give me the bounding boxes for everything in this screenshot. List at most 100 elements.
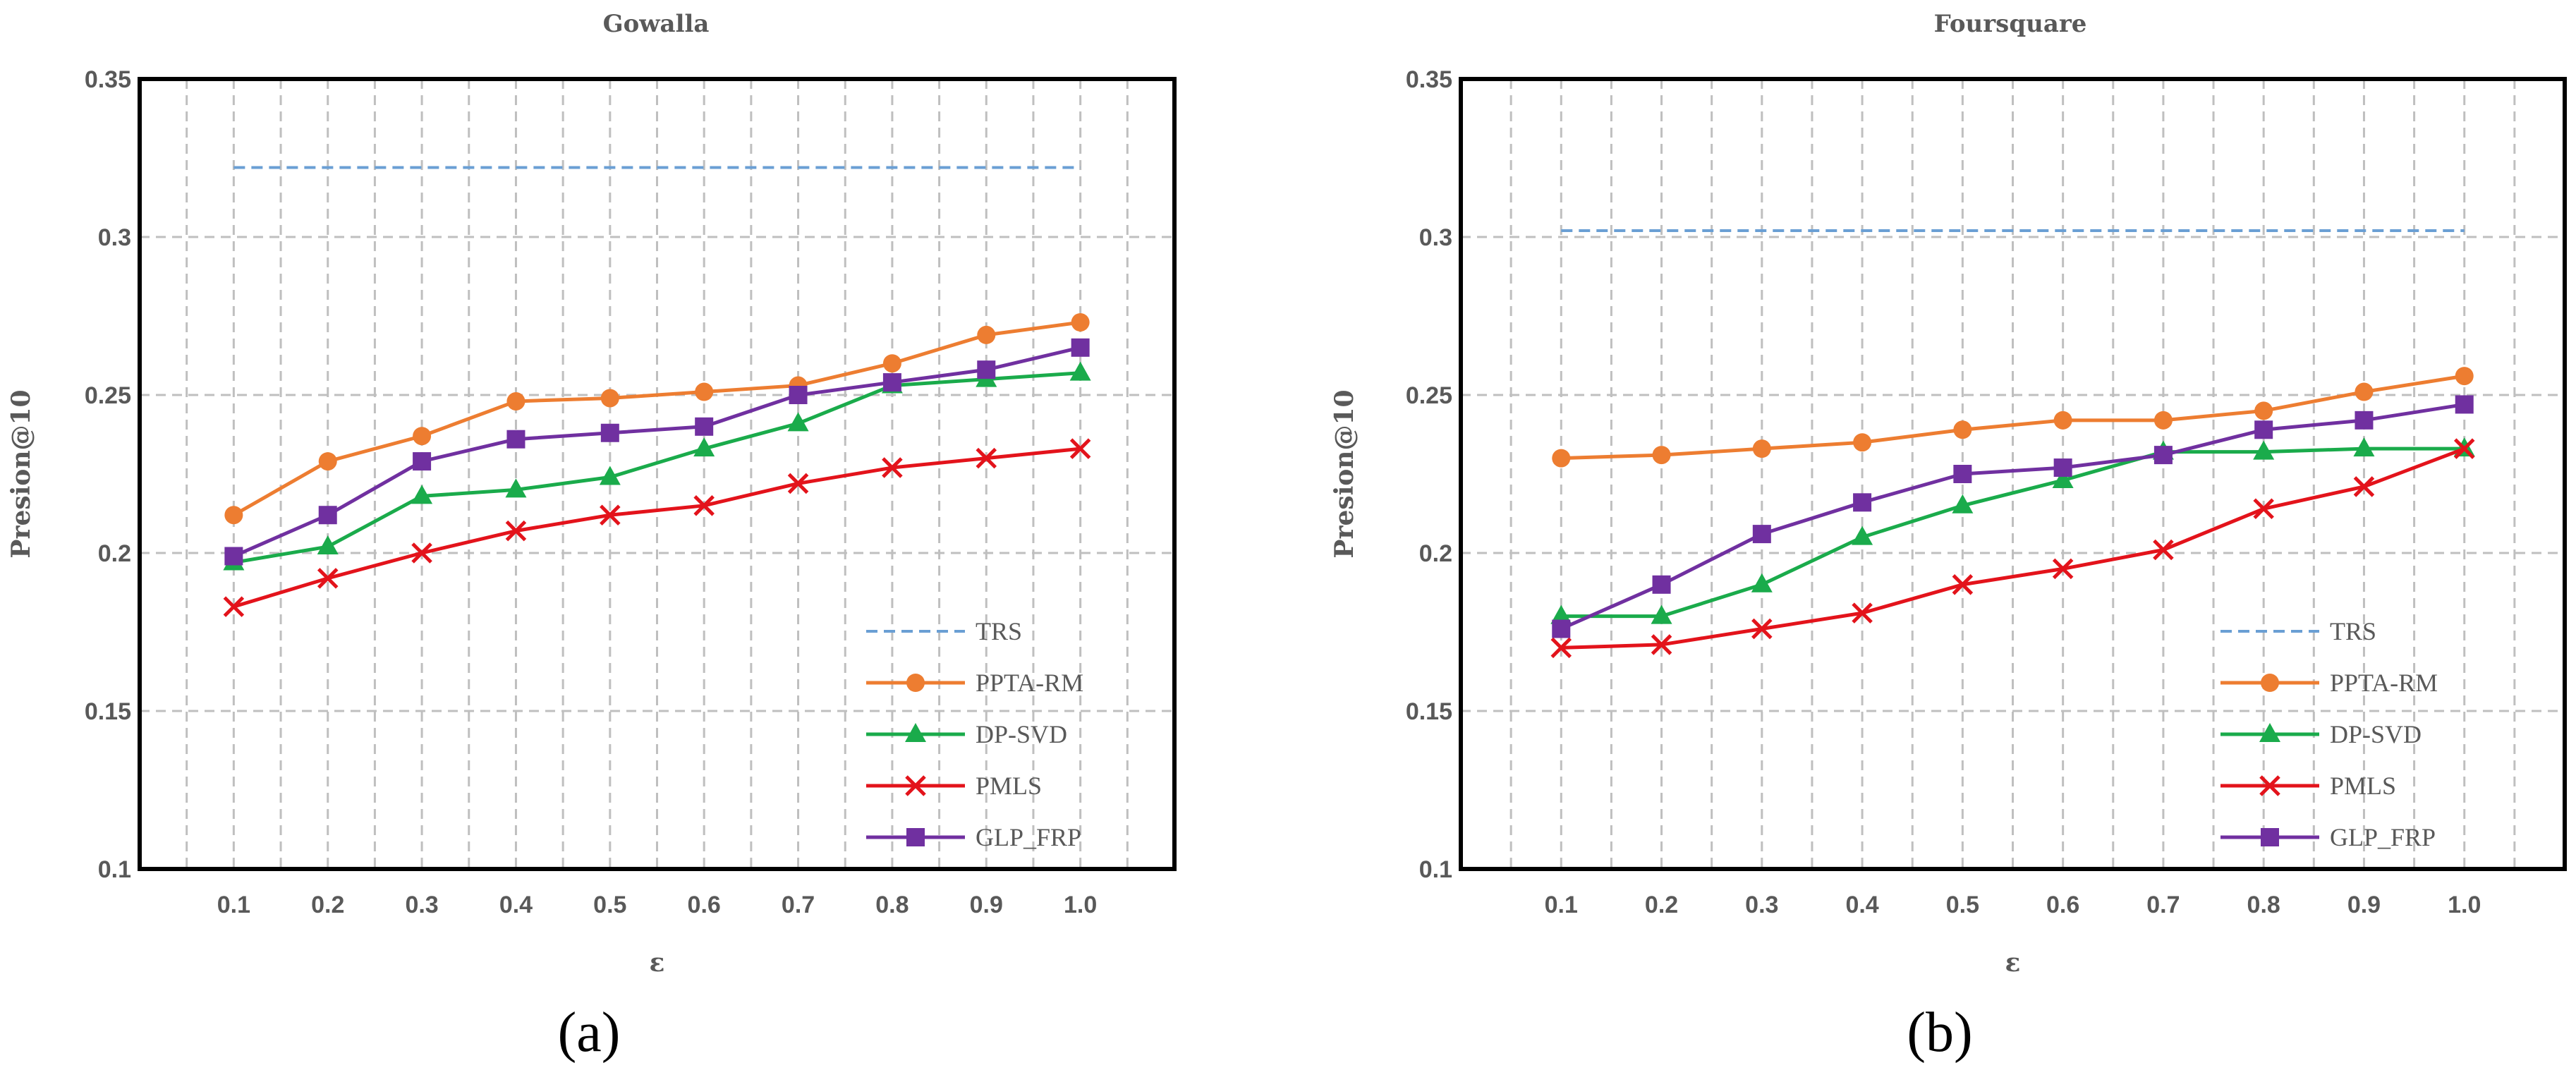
data-point-glp-frp xyxy=(789,386,808,404)
legend-label-glp-frp: GLP_FRP xyxy=(976,823,1081,851)
x-tick-label: 0.1 xyxy=(1545,892,1578,918)
data-point-ppta-rm xyxy=(1853,433,1872,452)
y-tick-label: 0.35 xyxy=(1406,66,1452,93)
x-tick-label: 0.7 xyxy=(782,892,815,918)
data-point-pmls xyxy=(2052,558,2074,580)
y-tick-label: 0.25 xyxy=(1406,382,1452,409)
data-point-pmls xyxy=(2353,476,2375,497)
y-tick-label: 0.3 xyxy=(98,224,131,251)
x-tick-label: 0.8 xyxy=(875,892,909,918)
legend-label-trs: TRS xyxy=(2330,617,2376,645)
data-point-pmls xyxy=(2153,539,2174,561)
legend-label-glp-frp: GLP_FRP xyxy=(2330,823,2436,851)
data-point-ppta-rm xyxy=(2254,401,2273,420)
data-point-dp-svd xyxy=(2052,468,2074,488)
data-point-glp-frp xyxy=(1853,493,1872,512)
data-point-ppta-rm xyxy=(2355,382,2374,401)
series-line-glp-frp xyxy=(1560,402,2465,631)
data-point-glp-frp xyxy=(1652,575,1671,594)
data-point-pmls-stroke-2 xyxy=(787,473,809,494)
data-point-glp-frp xyxy=(1953,465,1972,483)
data-point-dp-svd xyxy=(599,466,621,485)
y-tick-label: 0.3 xyxy=(1419,224,1452,251)
x-tick-label: 1.0 xyxy=(2448,892,2481,918)
data-point-dp-svd xyxy=(411,485,433,504)
data-point-pmls-stroke-2 xyxy=(505,520,527,542)
data-point-glp-frp xyxy=(1071,338,1090,357)
series-line-pmls xyxy=(233,446,1081,609)
plot-frame xyxy=(138,77,1177,871)
data-point-pmls-stroke-2 xyxy=(2453,438,2475,459)
legend-label-dp-svd: DP-SVD xyxy=(2330,720,2422,748)
data-point-ppta-rm xyxy=(2053,411,2072,430)
x-tick-label: 0.6 xyxy=(688,892,721,918)
data-point-pmls xyxy=(693,495,715,516)
data-point-dp-svd xyxy=(1550,604,1572,624)
data-point-dp-svd xyxy=(1852,525,1873,545)
data-point-ppta-rm xyxy=(318,452,337,471)
x-tick-label: 0.2 xyxy=(311,892,344,918)
data-point-glp-frp xyxy=(318,506,337,525)
y-tick-label: 0.15 xyxy=(1406,698,1452,725)
data-point-ppta-rm xyxy=(1752,439,1771,458)
data-point-ppta-rm xyxy=(506,391,525,411)
data-point-pmls-stroke-2 xyxy=(693,495,715,516)
plot-frame xyxy=(1459,77,2567,871)
data-point-glp-frp xyxy=(1752,525,1771,544)
legend-marker-dp-svd xyxy=(2259,723,2280,742)
data-point-dp-svd xyxy=(2253,440,2275,460)
chart-title-b: Foursquare xyxy=(1934,10,2087,38)
x-tick-label: 0.9 xyxy=(970,892,1003,918)
x-tick-label: 1.0 xyxy=(1064,892,1097,918)
legend-marker-pmls-stroke-2 xyxy=(2259,775,2280,796)
x-tick-label: 0.4 xyxy=(499,892,533,918)
data-point-pmls xyxy=(505,520,527,542)
data-point-pmls-stroke-2 xyxy=(411,542,432,564)
legend-marker-ppta-rm xyxy=(2261,674,2279,692)
data-point-pmls xyxy=(317,568,339,589)
data-point-pmls-stroke-2 xyxy=(2253,498,2274,520)
legend-label-dp-svd: DP-SVD xyxy=(976,720,1067,748)
legend-label-ppta-rm: PPTA-RM xyxy=(2330,669,2438,697)
data-point-ppta-rm xyxy=(977,325,996,344)
data-point-pmls xyxy=(1952,574,1974,595)
y-axis-label: Presion@10 xyxy=(1330,389,1359,558)
data-point-glp-frp xyxy=(695,417,714,436)
data-point-pmls-stroke-2 xyxy=(317,568,339,589)
data-point-glp-frp xyxy=(2455,395,2474,414)
x-axis-label: ε xyxy=(2005,948,2021,978)
data-point-glp-frp xyxy=(1552,619,1571,638)
data-point-dp-svd xyxy=(1952,494,1974,513)
panel-label-b: (b) xyxy=(1907,1002,1972,1064)
data-point-pmls-stroke-2 xyxy=(2353,476,2375,497)
y-tick-label: 0.35 xyxy=(85,66,131,93)
data-point-dp-svd xyxy=(1751,573,1773,592)
data-point-glp-frp xyxy=(882,373,901,392)
data-point-pmls xyxy=(2453,438,2475,459)
legend-marker-glp-frp xyxy=(2261,828,2279,846)
data-point-pmls xyxy=(411,542,432,564)
data-point-pmls-stroke-2 xyxy=(1952,574,1974,595)
data-point-pmls-stroke-2 xyxy=(1751,618,1773,640)
data-point-pmls xyxy=(1852,602,1873,624)
data-point-pmls-stroke-2 xyxy=(976,447,997,469)
data-point-pmls xyxy=(976,447,997,469)
legend-marker-pmls xyxy=(2259,775,2280,796)
data-point-pmls xyxy=(2253,498,2274,520)
data-point-ppta-rm xyxy=(600,389,619,408)
data-point-dp-svd xyxy=(693,437,715,457)
panel-label-a: (a) xyxy=(558,1002,621,1064)
x-tick-label: 0.3 xyxy=(405,892,438,918)
x-tick-label: 0.9 xyxy=(2347,892,2381,918)
series-line-dp-svd xyxy=(233,371,1081,564)
data-point-dp-svd xyxy=(317,535,339,555)
x-tick-label: 0.3 xyxy=(1745,892,1778,918)
data-point-ppta-rm xyxy=(2455,367,2474,386)
data-point-glp-frp xyxy=(977,360,996,379)
data-point-ppta-rm xyxy=(1552,449,1571,468)
x-tick-label: 0.5 xyxy=(593,892,626,918)
y-axis-label: Presion@10 xyxy=(6,389,36,558)
data-point-dp-svd xyxy=(2353,437,2375,457)
data-point-glp-frp xyxy=(506,430,525,449)
data-point-pmls xyxy=(787,473,809,494)
